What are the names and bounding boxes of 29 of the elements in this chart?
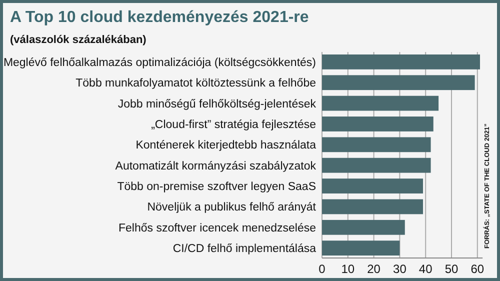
- bar: [322, 240, 400, 256]
- x-tick-label: 40: [418, 262, 433, 276]
- y-tick-label: Felhős szoftver icencek menedzselése: [118, 222, 316, 234]
- text: (válaszolók százalékában): [10, 34, 147, 46]
- bar: [322, 199, 424, 214]
- x-tick-label: 0: [318, 262, 326, 276]
- y-tick-label: Több on-premise szoftver legyen SaaS: [117, 181, 316, 194]
- y-tick-label: Több munkafolyamatot költöztessünk a felhőbe: [76, 78, 316, 90]
- bar: [322, 178, 424, 194]
- bar: [322, 220, 405, 235]
- bar: [322, 75, 475, 90]
- bar: [322, 96, 439, 111]
- y-tick-label: CI/CD felhő implementálása: [172, 243, 317, 256]
- bar: [322, 137, 431, 152]
- bar: [322, 158, 431, 173]
- y-tick-label: Konténerek kiterjedtebb használata: [136, 140, 317, 152]
- y-tick-label: Jobb minőségű felhőköltség-jelentések: [118, 98, 316, 110]
- text: A Top 10 cloud kezdeményezés 2021-re: [10, 9, 309, 26]
- y-tick-label: Meglévő felhőalkalmazás optimalizációja (költségcsökkentés): [3, 56, 316, 69]
- x-tick-label: 50: [444, 262, 458, 276]
- y-tick-label: Automatizált kormányzási szabályzatok: [115, 160, 316, 172]
- bar: [322, 116, 434, 132]
- x-tick-label: 20: [367, 262, 381, 276]
- bar: [322, 54, 480, 70]
- x-tick-label: 10: [341, 262, 355, 276]
- x-tick-label: 30: [393, 262, 407, 276]
- y-tick-label: „Cloud-first” stratégia fejlesztése: [151, 119, 316, 131]
- y-tick-label: Növeljük a publikus felhő arányát: [147, 202, 317, 214]
- x-tick-label: 60: [470, 262, 484, 276]
